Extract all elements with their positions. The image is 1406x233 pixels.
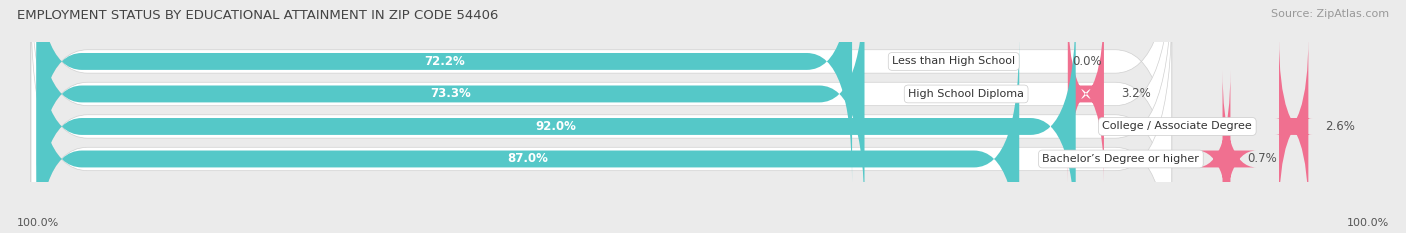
Text: 87.0%: 87.0% [508, 152, 548, 165]
FancyBboxPatch shape [1197, 70, 1257, 233]
Text: Bachelor’s Degree or higher: Bachelor’s Degree or higher [1042, 154, 1199, 164]
FancyBboxPatch shape [31, 0, 1171, 233]
Text: 73.3%: 73.3% [430, 87, 471, 100]
Text: 2.6%: 2.6% [1326, 120, 1355, 133]
Text: 0.0%: 0.0% [1073, 55, 1102, 68]
FancyBboxPatch shape [37, 0, 852, 183]
FancyBboxPatch shape [1067, 5, 1104, 183]
Text: 0.7%: 0.7% [1247, 152, 1277, 165]
Text: 100.0%: 100.0% [1347, 218, 1389, 228]
FancyBboxPatch shape [31, 0, 1171, 212]
Text: 3.2%: 3.2% [1121, 87, 1150, 100]
FancyBboxPatch shape [31, 0, 1171, 233]
Text: College / Associate Degree: College / Associate Degree [1102, 121, 1253, 131]
Text: EMPLOYMENT STATUS BY EDUCATIONAL ATTAINMENT IN ZIP CODE 54406: EMPLOYMENT STATUS BY EDUCATIONAL ATTAINM… [17, 9, 498, 22]
Text: 100.0%: 100.0% [17, 218, 59, 228]
Text: Source: ZipAtlas.com: Source: ZipAtlas.com [1271, 9, 1389, 19]
FancyBboxPatch shape [37, 0, 865, 216]
Text: Less than High School: Less than High School [893, 56, 1015, 66]
FancyBboxPatch shape [31, 8, 1171, 233]
Text: 92.0%: 92.0% [536, 120, 576, 133]
FancyBboxPatch shape [37, 5, 1076, 233]
FancyBboxPatch shape [37, 37, 1019, 233]
Text: 72.2%: 72.2% [425, 55, 465, 68]
Text: High School Diploma: High School Diploma [908, 89, 1024, 99]
FancyBboxPatch shape [1274, 37, 1313, 216]
